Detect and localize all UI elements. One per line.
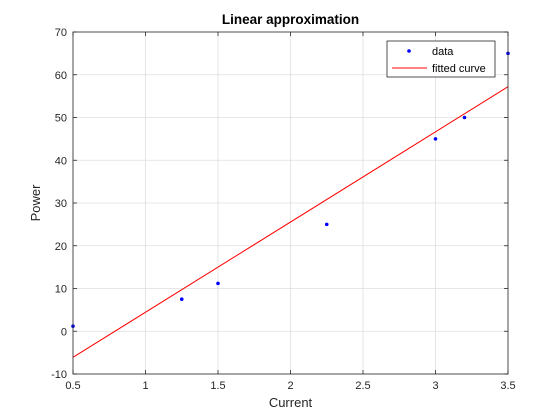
x-tick-label: 1.5 [210,380,225,392]
x-axis-label: Current [269,395,313,410]
y-tick-label: 40 [55,155,67,167]
x-tick-label: 3 [432,380,438,392]
x-tick-label: 0.5 [65,380,80,392]
series-line-fitted-curve [72,86,509,358]
legend-label-data: data [432,46,454,58]
y-tick-label: 50 [55,113,67,125]
legend-marker-data [407,49,411,53]
y-axis-ticks: -10 0 10 20 30 40 50 60 70 [51,27,508,381]
x-tick-label: 2 [287,380,293,392]
x-tick-label: 3.5 [500,380,515,392]
series-layer [71,51,510,358]
data-point [433,137,438,141]
data-point [216,281,220,286]
x-axis-ticks: 0.5 1 1.5 2 2.5 3 3.5 [65,32,516,392]
y-tick-label: 60 [55,70,67,82]
x-tick-label: 1 [142,380,148,392]
legend-box [386,40,496,78]
data-point [179,297,184,301]
x-tick-label: 2.5 [355,380,370,392]
legend-label-fitted-curve: fitted curve [432,63,486,75]
chart-title: Linear approximation [222,12,359,27]
y-tick-label: 0 [61,326,67,338]
y-tick-label: 10 [55,284,67,296]
legend: data fitted curve [386,40,496,78]
y-axis-label: Power [28,184,43,222]
data-point [324,222,329,227]
y-tick-label: 30 [55,198,67,210]
data-point [462,115,467,120]
y-tick-label: 20 [55,241,67,253]
y-tick-label: -10 [51,369,67,381]
y-tick-label: 70 [55,27,67,39]
